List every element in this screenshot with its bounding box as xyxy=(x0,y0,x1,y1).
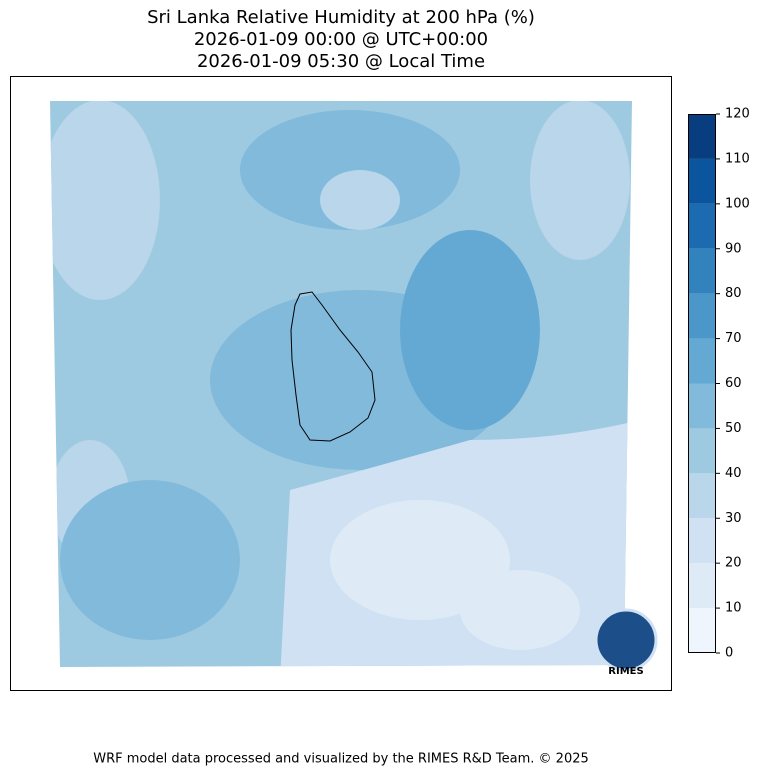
colorbar-band xyxy=(688,158,716,204)
title-line: 2026-01-09 00:00 @ UTC+00:00 xyxy=(194,29,488,50)
colorbar-tick-label: 50 xyxy=(725,421,742,436)
colorbar-tick-label: 60 xyxy=(725,376,742,391)
colorbar-tick-label: 80 xyxy=(725,286,742,301)
footer: WRF model data processed and visualized … xyxy=(93,752,589,767)
colorbar: 0 10 20 30 40 50 60 70 80 90 100 110 120 xyxy=(688,107,750,661)
colorbar-band xyxy=(688,248,716,294)
colorbar-band xyxy=(688,518,716,564)
colorbar-tick-label: 120 xyxy=(725,107,750,122)
colorbar-band xyxy=(688,338,716,384)
colorbar-tick-label: 100 xyxy=(725,196,750,211)
colorbar-band xyxy=(688,293,716,339)
colorbar-band xyxy=(688,114,716,159)
humidity-field xyxy=(50,101,632,667)
title-line: 2026-01-09 05:30 @ Local Time xyxy=(197,51,485,72)
colorbar-tick-label: 10 xyxy=(725,601,742,616)
colorbar-tick-label: 110 xyxy=(725,151,750,166)
logo-icon xyxy=(594,608,658,672)
colorbar-band xyxy=(688,203,716,249)
logo-text: RIMES xyxy=(608,666,643,677)
colorbar-band xyxy=(688,473,716,519)
colorbar-band xyxy=(688,608,716,653)
colorbar-tick-label: 90 xyxy=(725,241,742,256)
colorbar-tick-label: 0 xyxy=(725,646,733,661)
coastline xyxy=(290,291,376,442)
title-line: Sri Lanka Relative Humidity at 200 hPa (… xyxy=(147,7,535,28)
colorbar-outline xyxy=(688,114,716,653)
colorbar-tick-label: 40 xyxy=(725,466,742,481)
colorbar-tick-label: 30 xyxy=(725,511,742,526)
colorbar-band xyxy=(688,563,716,609)
colorbar-band xyxy=(688,383,716,429)
colorbar-tick-label: 70 xyxy=(725,331,742,346)
colorbar-band xyxy=(688,428,716,474)
colorbar-tick-label: 20 xyxy=(725,556,742,571)
